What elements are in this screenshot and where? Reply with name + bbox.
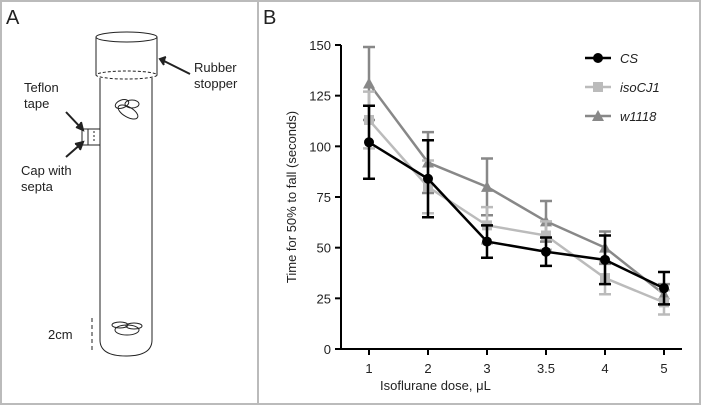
marker [659,283,669,294]
x-tick-label: 3.5 [537,361,555,376]
y-tick-label: 25 [317,291,331,306]
label-cap-2: septa [21,179,54,194]
label-teflon-1: Teflon [24,80,59,95]
label-teflon-2: tape [24,96,49,111]
legend-label: isoCJ1 [620,80,660,95]
marker [481,180,493,192]
x-tick-label: 2 [424,361,431,376]
legend-label: w1118 [620,109,657,124]
label-scale: 2cm [48,327,73,342]
tube [99,78,153,357]
y-tick-label: 125 [309,89,331,104]
stopper [95,37,158,75]
marker [592,110,604,121]
stopper-top [95,31,158,43]
marker [482,236,492,247]
marker [363,77,375,89]
marker [541,246,551,257]
x-tick-label: 4 [601,361,608,376]
x-tick-label: 5 [660,361,667,376]
x-tick-label: 1 [365,361,372,376]
panel-label: B [263,7,276,29]
label-stopper-1: Rubber [194,60,237,75]
cap [81,128,101,146]
y-tick-label: 50 [317,241,331,256]
marker [593,53,603,63]
series-line [367,82,665,296]
marker [423,173,433,184]
fly [114,99,140,120]
x-tick-label: 3 [483,361,490,376]
x-axis-label: Isoflurane dose, μL [380,378,491,393]
series-line [368,119,665,304]
marker [593,82,603,92]
marker [600,254,610,265]
legend-label: CS [620,51,638,66]
y-tick-label: 100 [309,139,331,154]
label-cap-1: Cap with [21,163,72,178]
label-stopper-2: stopper [194,76,238,91]
stopper-bottom [95,70,158,80]
y-tick-label: 150 [309,38,331,53]
arrows [65,56,191,158]
y-axis-label: Time for 50% to fall (seconds) [284,111,299,283]
panel-label: A [6,7,20,29]
y-tick-label: 0 [324,342,331,357]
marker [364,137,374,148]
y-tick-label: 75 [317,190,331,205]
series-line [368,141,665,290]
marker [541,230,551,241]
tube-diagram [65,31,191,357]
fly [111,321,143,336]
